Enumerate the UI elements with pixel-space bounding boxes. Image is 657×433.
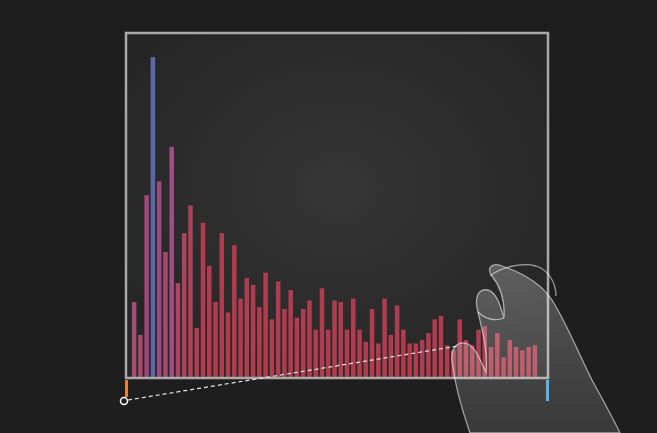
- bar: [432, 319, 437, 378]
- bar: [276, 281, 281, 378]
- bar: [395, 306, 400, 378]
- bar: [138, 335, 143, 378]
- hand-finger: [490, 265, 556, 296]
- bar: [201, 223, 206, 378]
- bar: [295, 318, 300, 378]
- bar: [169, 147, 174, 378]
- range-handle-left: [125, 380, 128, 397]
- bar: [207, 266, 212, 378]
- gesture-line: [128, 346, 458, 400]
- bar: [414, 344, 419, 379]
- bar: [382, 299, 387, 378]
- bar: [401, 330, 406, 378]
- bar: [226, 312, 231, 378]
- bar: [307, 300, 312, 378]
- bar: [163, 252, 168, 378]
- bar: [351, 299, 356, 378]
- bar: [376, 344, 381, 379]
- bar: [339, 302, 344, 378]
- bar: [439, 316, 444, 378]
- hand: [452, 265, 620, 433]
- bar: [263, 273, 268, 378]
- bar: [357, 330, 362, 378]
- bar: [326, 330, 331, 378]
- hand-shape: [452, 265, 620, 433]
- bar: [232, 245, 237, 378]
- bar: [345, 330, 350, 378]
- bar: [445, 345, 450, 378]
- bar: [194, 328, 199, 378]
- bar: [182, 233, 187, 378]
- bar: [251, 285, 256, 378]
- bar: [288, 290, 293, 378]
- bar: [426, 333, 431, 378]
- bar: [420, 340, 425, 378]
- bar: [301, 309, 306, 378]
- bar: [270, 319, 275, 378]
- bar: [144, 195, 149, 378]
- bar: [370, 309, 375, 378]
- bars: [132, 57, 537, 378]
- hand-knuckle: [478, 312, 504, 320]
- bar: [313, 330, 318, 378]
- bar: [176, 283, 181, 378]
- bar: [282, 309, 287, 378]
- bar: [257, 307, 262, 378]
- chart: [0, 0, 657, 433]
- bar: [407, 344, 412, 379]
- bar: [213, 302, 218, 378]
- bar: [238, 299, 243, 378]
- bar: [188, 206, 193, 379]
- gesture-origin: [121, 398, 128, 405]
- bar: [157, 181, 162, 378]
- bar: [364, 342, 369, 378]
- bar: [220, 233, 225, 378]
- bar: [132, 302, 137, 378]
- bar: [320, 288, 325, 378]
- bar: [151, 57, 156, 378]
- bar: [245, 278, 250, 378]
